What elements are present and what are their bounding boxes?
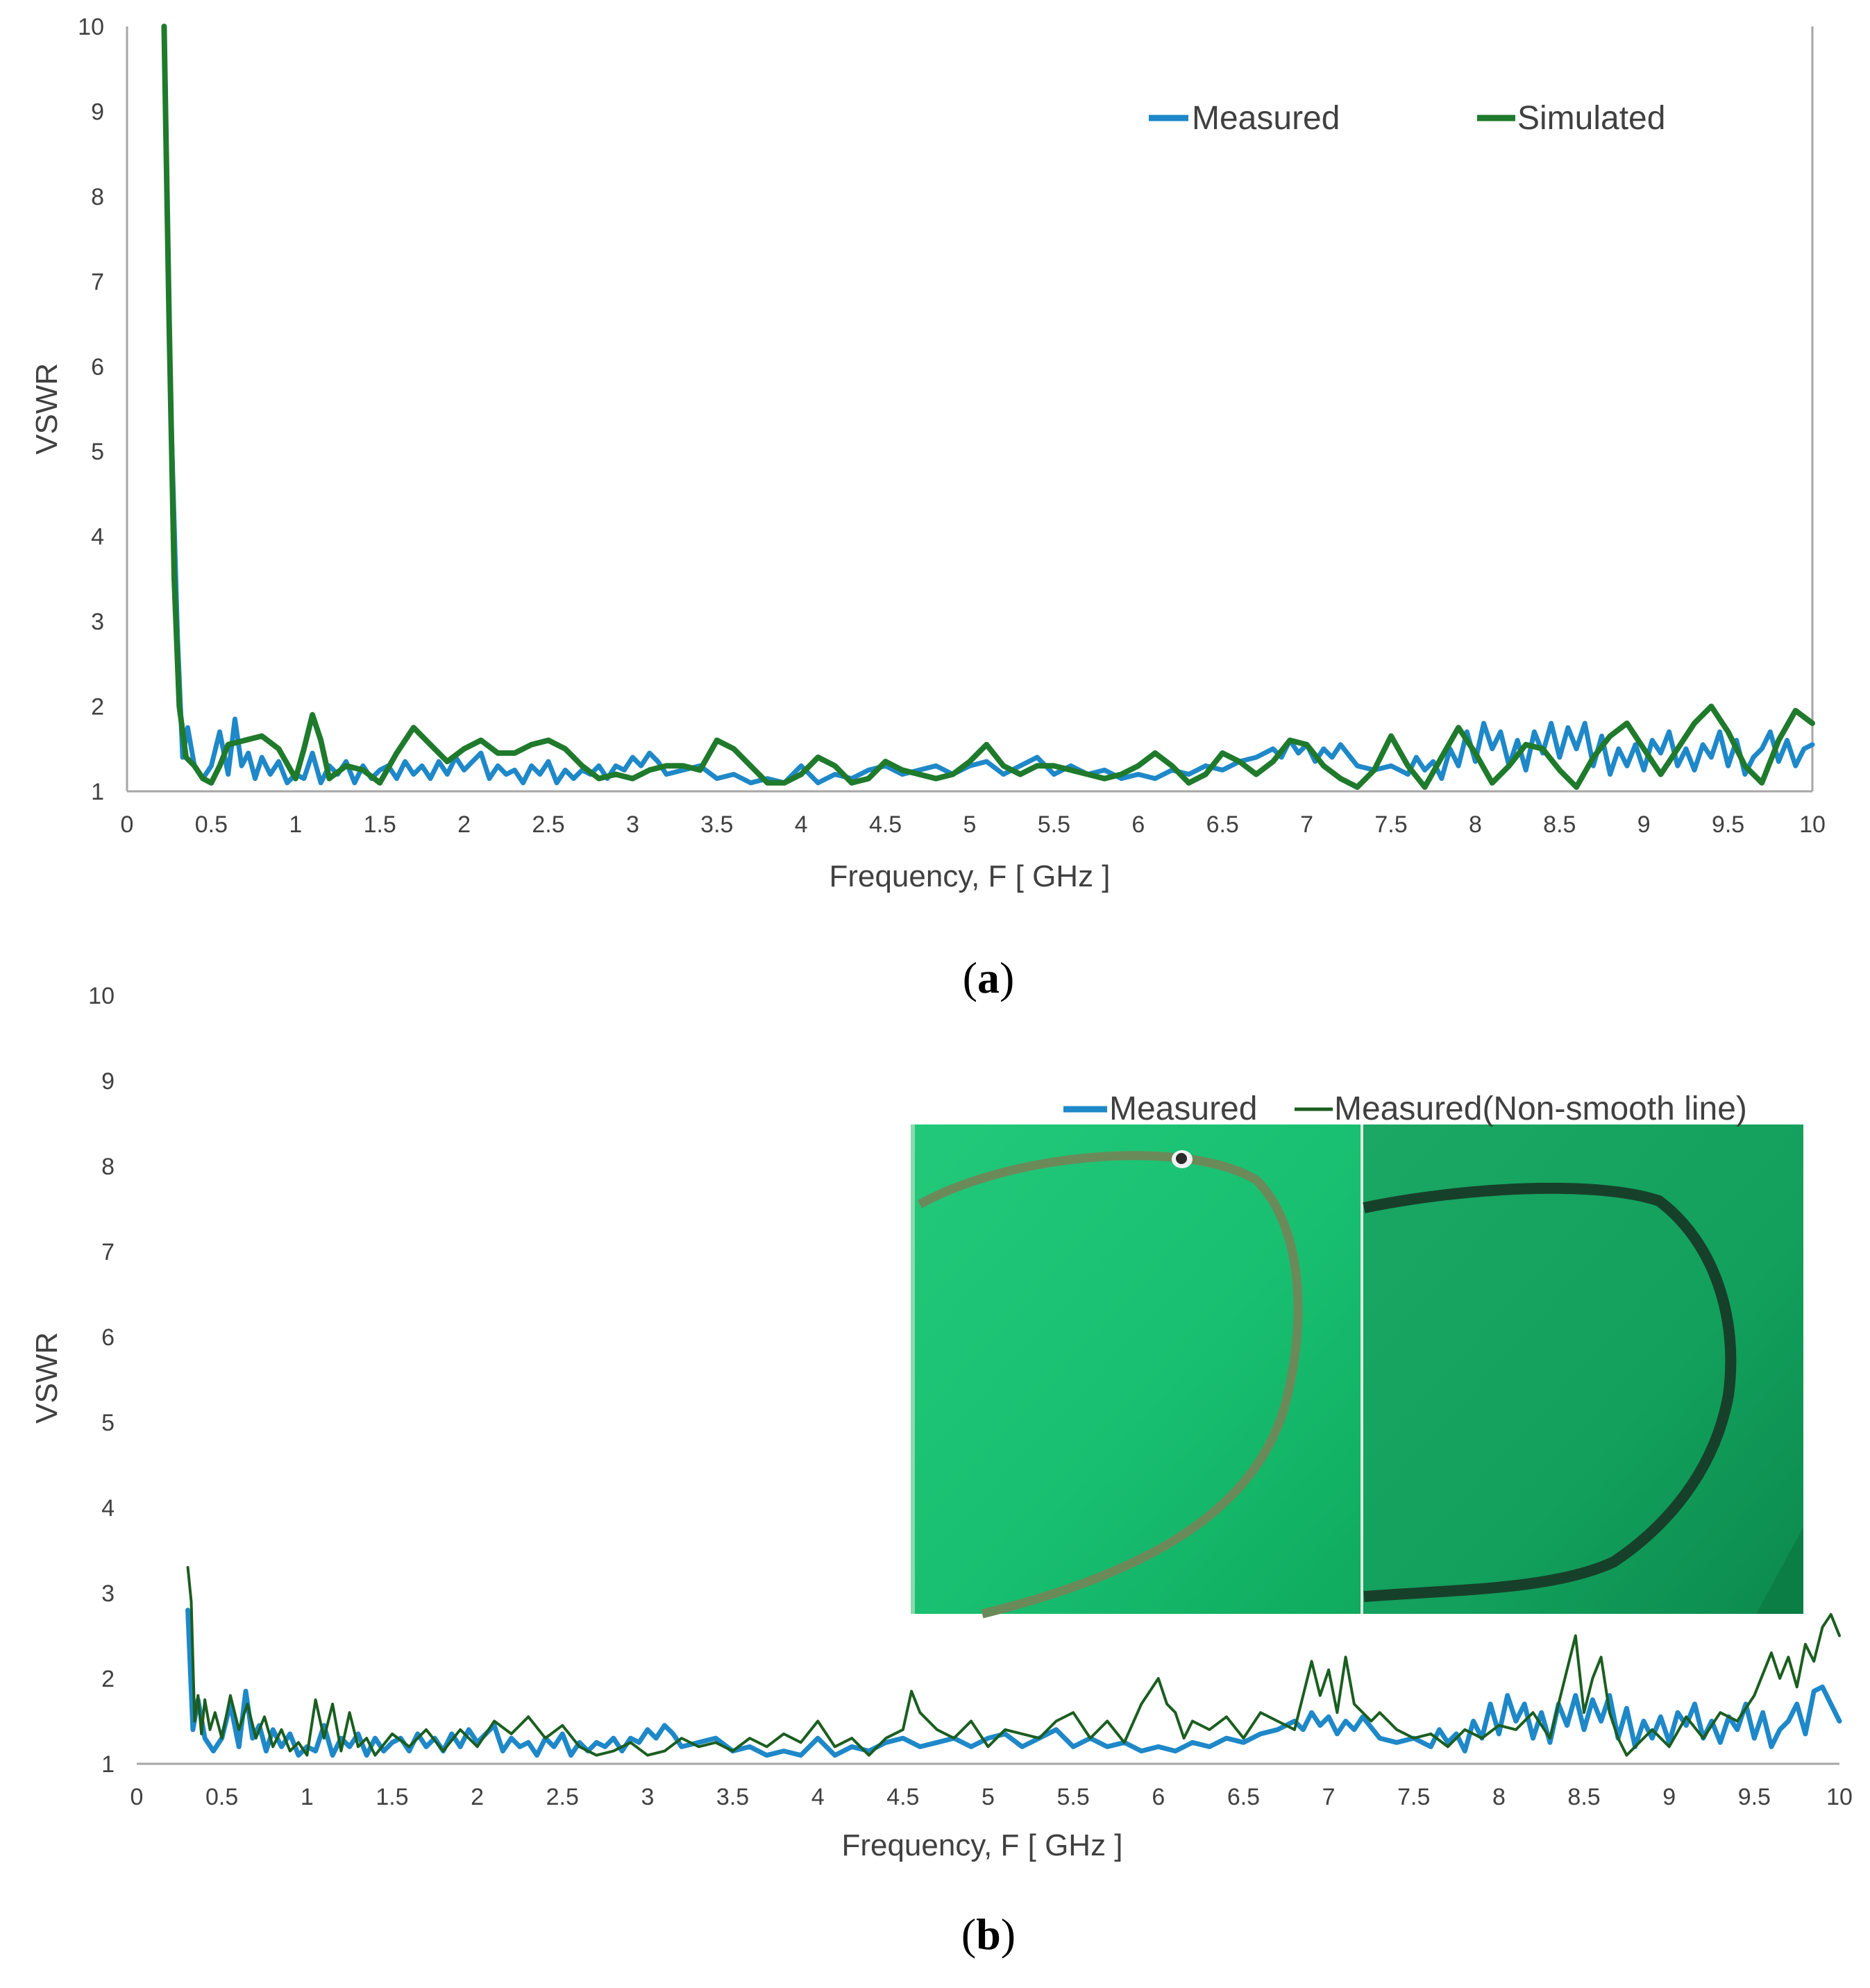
- chart-b-y-tick-label: 10: [88, 983, 115, 1009]
- chart-b-x-tick-label: 3: [641, 1784, 654, 1810]
- chart-a-x-tick-label: 1.5: [364, 811, 396, 838]
- chart-a-x-tick-label: 4.5: [869, 811, 902, 838]
- chart-b-x-tick-label: 9: [1662, 1784, 1676, 1810]
- chart-a-y-tick-label: 7: [91, 269, 104, 295]
- caption-a-open: (: [963, 953, 977, 1002]
- chart-a-x-tick-label: 7.5: [1374, 811, 1407, 838]
- chart-a-y-tick-label: 1: [91, 779, 104, 805]
- inset-photo-left: [911, 1124, 1362, 1614]
- chart-a-legend-simulated-label: Simulated: [1517, 100, 1665, 137]
- inset-photos: [911, 1124, 1803, 1619]
- chart-a-series-measured: [161, 24, 1815, 786]
- chart-a-x-tick-label: 6.5: [1206, 811, 1239, 838]
- chart-a-y-tick-label: 4: [91, 524, 104, 550]
- caption-b-open: (: [961, 1910, 976, 1959]
- chart-a-x-tick-label: 0: [121, 811, 134, 838]
- chart-b-series-measured-non-smooth-line: [186, 1566, 1841, 1757]
- chart-a-x-tick-label: 4: [795, 811, 808, 838]
- chart-b-x-tick-label: 4.5: [886, 1784, 919, 1810]
- chart-b-x-tick-label: 9.5: [1738, 1784, 1771, 1810]
- chart-a-x-tick-label: 8.5: [1543, 811, 1576, 838]
- chart-b-y-axis-title: VSWR: [30, 1332, 64, 1424]
- chart-a-x-ticks: 0 0.5 1 1.5 2 2.5 3 3.5 4 4.5 5 5.5 6 6.5 7 7.5 8 8.5 9 9.5…: [121, 811, 1826, 838]
- inset-trace-smooth: [917, 1151, 1303, 1619]
- chart-b-x-tick-label: 4: [811, 1784, 825, 1810]
- chart-b-x-tick-label: 6: [1152, 1784, 1165, 1810]
- chart-a-y-tick-label: 3: [91, 609, 104, 635]
- chart-b-x-tick-label: 5.5: [1057, 1784, 1090, 1810]
- chart-b-x-tick-label: 1.5: [376, 1784, 408, 1810]
- chart-a: 1 2 3 4 5 6 7 8 9 10 0 0.5 1 1.5 2 2.5 3 3.5 4 4.5 5 5.5 6 6.5…: [30, 14, 1826, 893]
- chart-b-y-tick-label: 5: [101, 1410, 115, 1436]
- chart-b-y-ticks: 1 2 3 4 5 6 7 8 9 10: [88, 983, 115, 1778]
- chart-b-legend-measured-label: Measured: [1109, 1090, 1257, 1127]
- chart-b-y-tick-label: 4: [101, 1495, 115, 1522]
- chart-b: 1 2 3 4 5 6 7 8 9 10 0 0.5 1 1.5 2 2.5 3 3.5 4 4.5 5 5.5 6 6.5…: [30, 983, 1853, 1862]
- caption-b-letter: b: [976, 1910, 1001, 1959]
- chart-b-y-tick-label: 3: [101, 1581, 115, 1607]
- chart-b-x-tick-label: 0: [130, 1784, 144, 1810]
- chart-b-y-tick-label: 6: [101, 1324, 115, 1351]
- chart-b-legend: Measured Measured(Non-smooth line): [1063, 1090, 1747, 1127]
- chart-a-x-tick-label: 0.5: [195, 811, 228, 838]
- chart-b-legend-nonsmooth-label: Measured(Non-smooth line): [1334, 1090, 1747, 1127]
- chart-a-x-axis-title: Frequency, F [ GHz ]: [829, 859, 1110, 893]
- chart-a-x-tick-label: 3.5: [700, 811, 733, 838]
- chart-b-x-tick-label: 2.5: [546, 1784, 579, 1810]
- caption-b: (b): [961, 1910, 1016, 1959]
- chart-a-series-simulated: [161, 24, 1815, 790]
- chart-a-y-tick-label: 2: [91, 694, 104, 721]
- inset-trace-nonsmooth: [1363, 1182, 1737, 1602]
- chart-b-y-tick-label: 8: [101, 1154, 115, 1180]
- chart-a-series: [161, 24, 1815, 790]
- chart-b-x-tick-label: 1: [301, 1784, 314, 1810]
- caption-a: (a): [963, 953, 1015, 1002]
- inset-photo-marker-center: [1176, 1153, 1187, 1164]
- chart-a-y-tick-label: 10: [78, 14, 104, 40]
- chart-a-x-tick-label: 7: [1300, 811, 1313, 838]
- chart-a-x-tick-label: 5.5: [1038, 811, 1070, 838]
- chart-b-x-tick-label: 8.5: [1567, 1784, 1600, 1810]
- chart-a-y-tick-label: 5: [91, 439, 104, 465]
- chart-b-x-tick-label: 3.5: [716, 1784, 749, 1810]
- chart-b-x-ticks: 0 0.5 1 1.5 2 2.5 3 3.5 4 4.5 5 5.5 6 6.5 7 7.5 8 8.5 9 9.5…: [130, 1784, 1853, 1810]
- caption-a-letter: a: [977, 953, 1000, 1002]
- chart-a-x-tick-label: 9.5: [1712, 811, 1744, 838]
- chart-b-y-tick-label: 9: [101, 1068, 115, 1095]
- chart-b-y-tick-label: 2: [101, 1666, 115, 1692]
- chart-a-x-tick-label: 10: [1799, 811, 1826, 838]
- chart-b-x-tick-label: 7.5: [1397, 1784, 1430, 1810]
- caption-a-close: ): [1000, 953, 1014, 1002]
- chart-b-x-axis-title: Frequency, F [ GHz ]: [841, 1828, 1122, 1862]
- chart-b-x-tick-label: 10: [1826, 1784, 1853, 1810]
- chart-a-x-tick-label: 2: [457, 811, 471, 838]
- chart-a-x-tick-label: 3: [626, 811, 639, 838]
- chart-a-x-tick-label: 1: [289, 811, 302, 838]
- caption-b-close: ): [1001, 1910, 1016, 1959]
- chart-b-x-tick-label: 0.5: [205, 1784, 238, 1810]
- chart-a-x-tick-label: 2.5: [532, 811, 564, 838]
- chart-a-y-tick-label: 6: [91, 354, 104, 380]
- chart-b-series: [185, 1566, 1842, 1758]
- chart-b-x-tick-label: 2: [471, 1784, 484, 1810]
- inset-photo-right-shadow: [1756, 1527, 1803, 1614]
- chart-a-legend-measured-label: Measured: [1192, 100, 1340, 137]
- chart-b-x-tick-label: 5: [982, 1784, 995, 1810]
- chart-a-legend: Measured Simulated: [1149, 100, 1665, 137]
- chart-a-y-ticks: 1 2 3 4 5 6 7 8 9 10: [78, 14, 104, 805]
- chart-b-x-tick-label: 7: [1322, 1784, 1336, 1810]
- chart-b-x-tick-label: 8: [1492, 1784, 1506, 1810]
- chart-a-x-tick-label: 9: [1637, 811, 1651, 838]
- chart-b-y-tick-label: 7: [101, 1239, 115, 1265]
- chart-a-x-tick-label: 5: [963, 811, 977, 838]
- chart-a-x-tick-label: 6: [1131, 811, 1145, 838]
- chart-a-y-tick-label: 8: [91, 184, 104, 210]
- chart-a-y-axis-title: VSWR: [30, 363, 64, 455]
- chart-b-y-tick-label: 1: [101, 1751, 115, 1778]
- chart-b-x-tick-label: 6.5: [1227, 1784, 1260, 1810]
- chart-a-y-tick-label: 9: [91, 99, 104, 125]
- chart-a-x-tick-label: 8: [1469, 811, 1482, 838]
